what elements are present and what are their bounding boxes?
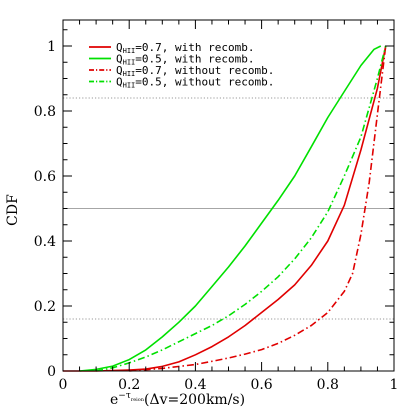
x-tick-label: 0.4 [184, 377, 206, 393]
y-tick-label: 0.8 [34, 104, 56, 120]
series-line-3 [95, 45, 387, 372]
axis-ticks: 0 0.2 0.4 0.6 0.8 1 0 0.2 0.4 0.6 0.8 1 [34, 20, 399, 393]
legend-label-0: QHII=0.7, with recomb. [116, 41, 255, 55]
y-tick-label: 0.2 [34, 299, 56, 315]
legend-label-3: QHII=0.5, without recomb. [116, 76, 274, 90]
x-tick-label: 0 [59, 377, 68, 393]
legend-label-1: QHII=0.5, with recomb. [116, 53, 255, 67]
y-axis-label: CDF [5, 194, 21, 226]
y-tick-label: 0.4 [34, 234, 56, 250]
legend-label-2: QHII=0.7, without recomb. [116, 64, 274, 78]
x-tick-label: 0.2 [118, 377, 140, 393]
x-tick-label: 0.6 [250, 377, 272, 393]
x-axis-label: e−τreion(Δv=200km/s) [110, 391, 245, 408]
x-tick-label: 1 [390, 377, 399, 393]
series-line-2 [129, 45, 387, 372]
y-tick-label: 0.6 [34, 169, 56, 185]
x-tick-label: 0.8 [317, 377, 339, 393]
y-tick-label: 0 [47, 364, 56, 380]
legend: QHII=0.7, with recomb.QHII=0.5, with rec… [89, 41, 274, 90]
y-tick-label: 1 [47, 39, 56, 55]
series-line-1 [79, 45, 382, 372]
reference-lines [63, 97, 394, 320]
